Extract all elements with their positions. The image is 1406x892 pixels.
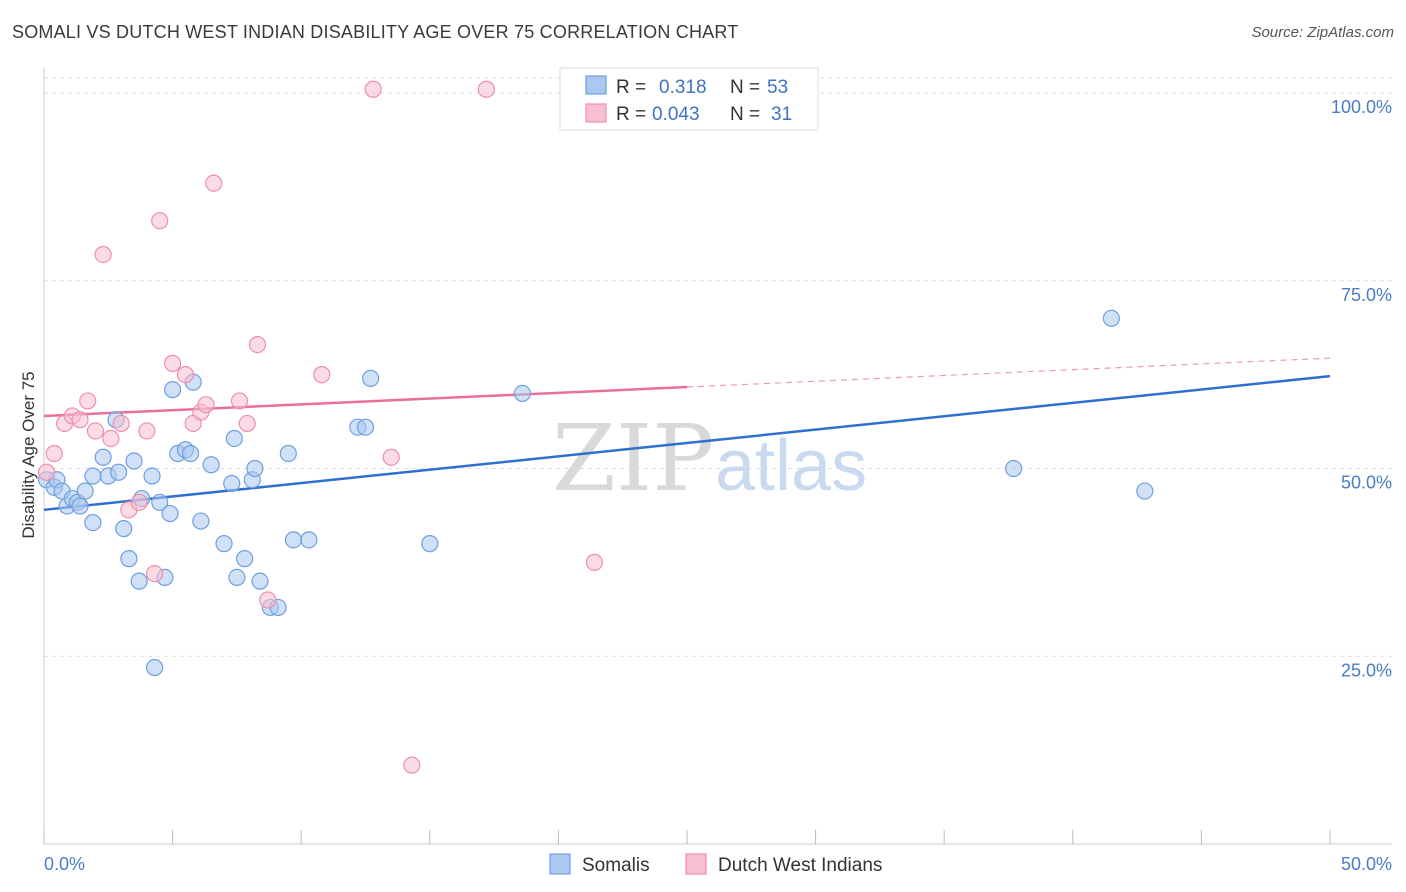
- somali-point: [1136, 482, 1154, 500]
- legend-r-value-2: 0.043: [652, 104, 700, 125]
- legend-swatch-somalis: [585, 75, 607, 95]
- somali-point: [1005, 459, 1023, 478]
- legend-n-label-1: N =: [730, 77, 760, 98]
- somali-point: [246, 459, 264, 478]
- legend-n-label-2: N =: [730, 104, 760, 125]
- bottom-legend-swatch-somalis: [549, 853, 571, 875]
- legend-r-label-2: R =: [616, 104, 646, 125]
- somali-point: [362, 369, 380, 387]
- somali-point: [161, 504, 179, 523]
- legend-n-value-2: 31: [771, 104, 792, 125]
- dutch-point: [151, 212, 169, 230]
- somali-point: [192, 512, 210, 530]
- bottom-legend-dutch: Dutch West Indians: [718, 855, 882, 876]
- somali-point: [228, 568, 246, 587]
- dutch-point: [112, 414, 130, 433]
- somali-point: [202, 456, 220, 474]
- y-axis-label: Disability Age Over 75: [19, 371, 38, 538]
- somali-point: [76, 482, 94, 500]
- dutch-trend-extension: [686, 357, 1331, 388]
- dutch-point: [205, 174, 223, 192]
- somali-point: [236, 550, 254, 568]
- somali-point: [84, 467, 102, 485]
- dutch-point: [102, 429, 120, 448]
- somali-trend-line: [43, 374, 1331, 512]
- somali-point: [300, 531, 318, 549]
- somali-point: [513, 384, 531, 403]
- somali-point: [1102, 309, 1120, 327]
- dutch-point: [138, 422, 156, 440]
- dutch-point: [403, 756, 421, 774]
- y-tick-label: 75.0%: [1341, 285, 1392, 305]
- legend-n-value-1: 53: [767, 77, 788, 98]
- somali-point: [182, 444, 200, 463]
- somali-point: [109, 463, 128, 481]
- dutch-point: [164, 354, 182, 372]
- dutch-point: [45, 444, 63, 463]
- watermark-zip: ZIP: [552, 405, 714, 512]
- legend-swatch-dutch: [585, 103, 607, 123]
- y-tick-label: 100.0%: [1331, 97, 1392, 117]
- somali-point: [215, 535, 233, 553]
- watermark: ZIP atlas: [552, 405, 867, 512]
- somali-point: [84, 513, 102, 532]
- dutch-point: [176, 366, 195, 384]
- somali-point: [71, 497, 89, 515]
- dutch-point: [130, 493, 148, 511]
- dutch-point: [145, 565, 164, 583]
- bottom-legend-somalis: Somalis: [582, 855, 650, 876]
- y-tick-label: 50.0%: [1341, 473, 1392, 493]
- somali-point: [120, 550, 138, 568]
- y-tick-label: 25.0%: [1341, 660, 1392, 680]
- somali-point: [421, 535, 439, 553]
- dutch-trend-line: [43, 385, 688, 418]
- points-layer: [37, 80, 1154, 774]
- dutch-point: [364, 80, 382, 98]
- dutch-point: [94, 245, 112, 264]
- somali-point: [356, 418, 375, 436]
- somali-point: [284, 531, 303, 549]
- bottom-legend-swatch-dutch: [685, 853, 707, 875]
- series-legend: Somalis Dutch West Indians: [549, 853, 882, 876]
- dutch-point: [79, 392, 97, 410]
- dutch-point: [86, 422, 105, 440]
- somali-point: [145, 658, 164, 677]
- somali-point: [223, 474, 241, 493]
- dutch-point: [71, 411, 89, 429]
- dutch-point: [230, 392, 249, 410]
- somali-point: [125, 452, 143, 470]
- dutch-point: [477, 80, 495, 98]
- legend-r-value-1: 0.318: [659, 77, 707, 98]
- grid-layer: 25.0% 50.0% 75.0% 100.0%: [44, 77, 1392, 680]
- chart-title: SOMALI VS DUTCH WEST INDIAN DISABILITY A…: [12, 22, 739, 42]
- somali-point: [94, 448, 112, 466]
- axis-layer: 0.0% 50.0%: [43, 68, 1392, 874]
- somali-point: [251, 572, 269, 590]
- x-tick-label: 50.0%: [1341, 854, 1392, 874]
- dutch-point: [382, 448, 400, 466]
- dutch-point: [313, 366, 331, 384]
- legend-r-label-1: R =: [616, 77, 646, 98]
- somali-point: [225, 429, 243, 448]
- somali-point: [130, 572, 148, 590]
- somali-point: [115, 519, 133, 538]
- x-tick-label: 0.0%: [44, 854, 85, 874]
- dutch-point: [197, 396, 215, 414]
- source-credit: Source: ZipAtlas.com: [1251, 24, 1394, 41]
- dutch-point: [37, 463, 56, 481]
- somali-point: [151, 493, 169, 511]
- stats-legend: R = 0.318 N = 53 R = 0.043 N = 31: [559, 67, 819, 131]
- dutch-point: [585, 553, 604, 571]
- somali-point: [143, 467, 161, 485]
- trend-layer: [43, 357, 1331, 512]
- dutch-point: [248, 335, 267, 354]
- watermark-atlas: atlas: [715, 426, 867, 506]
- dutch-point: [259, 591, 277, 609]
- somali-point: [164, 381, 182, 399]
- dutch-point: [238, 414, 256, 433]
- somali-point: [279, 444, 297, 463]
